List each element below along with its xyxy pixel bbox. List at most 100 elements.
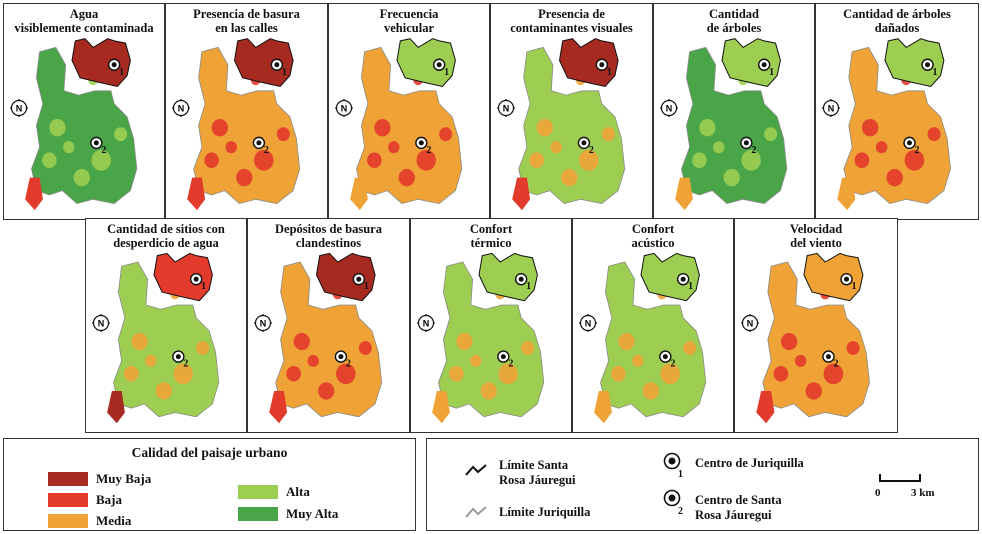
quality-patch xyxy=(521,341,535,355)
quality-patch xyxy=(131,332,148,351)
santa-rosa-region xyxy=(432,391,450,424)
center-marker: 1 xyxy=(352,273,369,292)
quality-patch xyxy=(225,141,237,154)
center-number: 1 xyxy=(526,281,531,292)
choropleth-map: 12 xyxy=(837,38,951,211)
center-number: 1 xyxy=(678,469,683,478)
santa-rosa-region xyxy=(837,177,856,211)
santa-rosa-region xyxy=(518,46,626,205)
quality-patch xyxy=(388,141,400,154)
juriquilla-region xyxy=(315,252,376,302)
quality-patch xyxy=(42,152,57,169)
choropleth-map: 12 xyxy=(107,252,220,424)
choropleth-map: 12 xyxy=(350,38,463,211)
quality-patch xyxy=(794,354,807,367)
quality-patch xyxy=(773,366,789,382)
center-number: 1 xyxy=(852,281,857,292)
quality-patch xyxy=(276,127,290,142)
scale-end-label: 3 km xyxy=(911,487,935,499)
legend-item-media: Media xyxy=(48,513,131,529)
legend-swatch xyxy=(48,493,88,507)
santa-rosa-region xyxy=(269,391,288,424)
santa-rosa-region xyxy=(762,261,870,418)
center-marker: 1 xyxy=(514,273,531,292)
quality-patch xyxy=(805,382,822,400)
center-marker: 1 xyxy=(840,273,857,292)
center-number: 1 xyxy=(769,67,774,78)
choropleth-map: 12 xyxy=(187,38,301,211)
center-marker: 1 xyxy=(757,58,774,78)
quality-patch xyxy=(307,354,319,367)
quality-patch xyxy=(480,382,497,400)
quality-patch xyxy=(529,152,544,169)
santa-rosa-region xyxy=(187,177,206,211)
svg-text:N: N xyxy=(260,319,267,329)
quality-patch xyxy=(358,341,372,355)
quality-patch xyxy=(764,127,778,142)
svg-text:N: N xyxy=(747,319,754,329)
santa-rosa-region xyxy=(356,46,463,205)
quality-patch xyxy=(632,354,644,367)
choropleth-map: 12 xyxy=(756,252,870,424)
center-number: 1 xyxy=(933,67,938,78)
choropleth-map: 12 xyxy=(432,252,545,424)
map-panel-depositos-clandestinos: 1 2 Depósitos de basura clandestinos N xyxy=(247,218,410,433)
center-marker: 1 xyxy=(676,273,693,292)
quality-patch xyxy=(498,363,518,385)
quality-patch xyxy=(374,119,391,137)
panel-title: Cantidad de árboles xyxy=(706,7,762,35)
quality-patch xyxy=(73,168,90,187)
limite-juriquilla-line-icon xyxy=(465,506,487,518)
legend-label: Muy Alta xyxy=(286,506,339,521)
santa-rosa-region xyxy=(350,177,368,211)
centro-juriquilla-label: Centro de Juriquilla xyxy=(695,456,804,470)
scale-start-label: 0 xyxy=(875,487,881,499)
svg-text:N: N xyxy=(16,104,23,114)
quality-patch xyxy=(875,141,888,154)
legend-item-muy-baja: Muy Baja xyxy=(48,471,151,487)
quality-patch xyxy=(699,119,716,137)
santa-rosa-region xyxy=(600,261,707,418)
center-marker: 2 xyxy=(577,136,594,156)
center-number: 1 xyxy=(201,281,206,292)
north-arrow-icon: N xyxy=(254,314,272,332)
quality-patch xyxy=(336,363,356,385)
quality-patch xyxy=(124,366,139,382)
quality-patch xyxy=(861,119,879,137)
north-arrow-icon: N xyxy=(497,99,515,117)
panel-title: Frecuencia vehicular xyxy=(379,7,439,35)
juriquilla-region xyxy=(478,252,538,302)
legend-swatch xyxy=(48,514,88,528)
scale-bar xyxy=(879,474,921,482)
center-number: 1 xyxy=(282,67,287,78)
juriquilla-region xyxy=(640,252,700,302)
center-marker: 2 xyxy=(334,350,351,370)
center-marker: 1 xyxy=(189,273,206,292)
quality-patch xyxy=(536,119,553,137)
legend-label: Baja xyxy=(96,492,122,507)
panel-title: Velocidad del viento xyxy=(789,222,843,250)
santa-rosa-region xyxy=(193,46,301,205)
juriquilla-region xyxy=(558,38,619,88)
center-marker: 2 xyxy=(903,136,919,156)
juriquilla-region xyxy=(396,38,456,88)
quality-patch xyxy=(155,382,172,400)
center-marker: 1 xyxy=(107,58,124,78)
legend-label: Media xyxy=(96,513,132,528)
centro-juriquilla-icon: 1 xyxy=(663,452,683,478)
quality-patch xyxy=(398,168,415,187)
quality-patch xyxy=(439,127,453,142)
quality-patch xyxy=(196,341,210,355)
quality-patch xyxy=(904,149,925,171)
svg-text:N: N xyxy=(423,319,430,329)
quality-patch xyxy=(660,363,680,385)
santa-rosa-region xyxy=(107,391,125,424)
center-number: 1 xyxy=(119,67,124,78)
quality-patch xyxy=(91,149,111,171)
panel-title: Depósitos de basura clandestinos xyxy=(275,222,382,250)
limite-juriquilla-label: Límite Juriquilla xyxy=(499,505,591,519)
